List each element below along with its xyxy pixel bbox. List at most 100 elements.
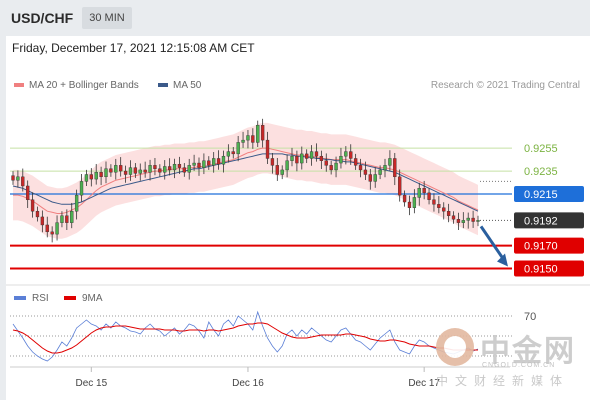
candle (417, 182, 421, 206)
candle-body (339, 155, 343, 164)
candle-body (290, 155, 294, 161)
candle-body (466, 217, 470, 221)
candle-body (30, 199, 35, 212)
candle-body (221, 155, 226, 165)
candle-body (163, 166, 167, 173)
candle-body (314, 151, 319, 157)
candle (158, 164, 162, 177)
candle (476, 215, 480, 227)
candle (16, 170, 20, 188)
candle (412, 189, 417, 214)
candle (94, 163, 98, 185)
candle-body (300, 153, 304, 164)
candle (40, 210, 45, 233)
ma50-line (12, 153, 479, 212)
candle (466, 212, 470, 229)
candle (177, 156, 182, 175)
candle-body (383, 165, 387, 171)
candle (295, 150, 299, 172)
candle-body (471, 217, 475, 222)
timeframe-button[interactable]: 30 MIN (82, 7, 132, 29)
price-label-box (514, 186, 584, 202)
candle (192, 154, 196, 171)
candle (143, 161, 147, 178)
candle-body (236, 142, 240, 155)
candle (378, 165, 382, 180)
candle-body (246, 135, 250, 141)
candle-body (74, 194, 79, 212)
price-label-box (514, 260, 584, 277)
candle (148, 159, 152, 181)
ma20-line (13, 147, 479, 214)
candle (187, 158, 191, 180)
candle-body (148, 165, 152, 173)
rsi-legend-label: RSI (32, 293, 49, 304)
candle-body (114, 165, 118, 173)
candle-body (437, 204, 441, 208)
price-label: 0.9192 (524, 215, 558, 227)
candle (305, 149, 309, 164)
candle-body (212, 158, 216, 166)
candle (60, 211, 64, 228)
candle-body (270, 158, 275, 166)
candle (383, 158, 387, 178)
candle (344, 146, 348, 165)
candle-body (265, 139, 270, 159)
price-label-box (514, 237, 584, 254)
candle (246, 130, 250, 149)
candle-body (167, 166, 172, 171)
candle-body (172, 163, 177, 171)
candle (109, 164, 113, 177)
candle (55, 215, 59, 241)
candle (172, 158, 177, 179)
candle (446, 203, 451, 223)
symbol-label: USD/CHF (11, 10, 74, 26)
candle (437, 196, 441, 214)
candle (104, 161, 108, 184)
candle-body (329, 165, 333, 171)
candle-body (55, 222, 59, 235)
rsi-line (12, 310, 479, 362)
candles (11, 118, 480, 243)
candle (153, 158, 157, 176)
legend-label-ma20: MA 20 + Bollinger Bands (29, 80, 139, 91)
candle-body (226, 151, 231, 157)
candle (285, 154, 289, 178)
x-tick-label: Dec 15 (75, 378, 107, 389)
candle (226, 144, 231, 163)
candle-body (197, 162, 201, 168)
forecast-arrow-line (479, 225, 507, 263)
price-label: 0.9150 (524, 264, 558, 276)
candle (407, 195, 412, 216)
candle-body (398, 176, 402, 196)
datetime-label: Friday, December 17, 2021 12:15:08 AM CE… (12, 41, 255, 55)
candle (202, 153, 206, 175)
candle (314, 143, 319, 162)
candle (30, 192, 35, 218)
candle-body (21, 176, 25, 187)
candle (368, 169, 372, 190)
candle-body (45, 224, 49, 233)
price-label: 0.9255 (524, 143, 558, 155)
candle-body (231, 151, 235, 155)
candle-body (417, 188, 421, 198)
candle-body (422, 188, 426, 194)
candle (339, 147, 343, 169)
candle (402, 190, 407, 207)
candle-body (446, 210, 451, 216)
candle-body (353, 158, 358, 166)
candle (256, 120, 260, 147)
candle-body (256, 125, 260, 143)
price-label: 0.9215 (524, 189, 558, 201)
candle (471, 210, 475, 228)
candle (329, 160, 333, 175)
candle (163, 160, 167, 180)
candle (251, 128, 255, 149)
watermark-logo: 中金网 CNGOLD.COM.CN 中文财经新媒体 (436, 326, 586, 390)
candle-body (50, 231, 54, 235)
candle (363, 161, 368, 181)
candle-body (285, 160, 289, 171)
candle-body (79, 181, 84, 196)
candle-body (309, 151, 314, 159)
candle-body (133, 167, 138, 174)
